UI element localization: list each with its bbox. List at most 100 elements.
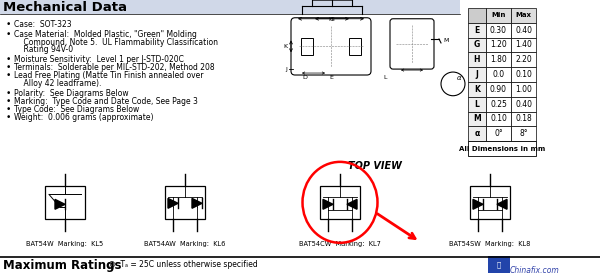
Bar xyxy=(468,112,486,126)
Text: 迅: 迅 xyxy=(497,261,501,268)
Text: Max: Max xyxy=(515,12,532,18)
Polygon shape xyxy=(192,198,202,208)
Text: Maximum Ratings: Maximum Ratings xyxy=(3,259,121,271)
Text: Compound, Note 5.  UL Flammability Classification: Compound, Note 5. UL Flammability Classi… xyxy=(14,37,218,47)
Bar xyxy=(486,97,511,112)
Text: α: α xyxy=(475,129,479,138)
Circle shape xyxy=(441,72,465,96)
Bar xyxy=(165,186,205,219)
Text: K: K xyxy=(474,85,480,94)
Text: BAT54SW  Marking:  KL8: BAT54SW Marking: KL8 xyxy=(449,241,530,247)
Text: •: • xyxy=(6,71,11,80)
Bar xyxy=(486,126,511,141)
Bar xyxy=(320,186,360,219)
Bar xyxy=(511,52,536,67)
Bar xyxy=(468,141,536,156)
Text: Case:  SOT-323: Case: SOT-323 xyxy=(14,20,71,29)
Bar xyxy=(511,23,536,37)
Bar xyxy=(488,256,510,273)
Text: 0.25: 0.25 xyxy=(490,100,507,109)
Text: 0.40: 0.40 xyxy=(515,25,532,35)
Text: M: M xyxy=(473,114,481,124)
Bar xyxy=(468,37,486,52)
Bar xyxy=(486,52,511,67)
Text: @  Tₐ = 25C unless otherwise specified: @ Tₐ = 25C unless otherwise specified xyxy=(108,260,258,269)
Text: Min: Min xyxy=(491,12,506,18)
Text: Moisture Sensitivity:  Level 1 per J-STD-020C: Moisture Sensitivity: Level 1 per J-STD-… xyxy=(14,55,184,64)
Bar xyxy=(468,8,486,23)
Text: •: • xyxy=(6,55,11,64)
Text: 0.18: 0.18 xyxy=(515,114,532,124)
Bar xyxy=(511,126,536,141)
Bar xyxy=(511,97,536,112)
Text: Case Material:  Molded Plastic, "Green" Molding: Case Material: Molded Plastic, "Green" M… xyxy=(14,30,197,39)
Text: J: J xyxy=(476,70,478,79)
Text: BAT54AW  Marking:  KL6: BAT54AW Marking: KL6 xyxy=(145,241,226,247)
Text: •: • xyxy=(6,89,11,98)
Bar xyxy=(511,37,536,52)
Text: •: • xyxy=(6,30,11,39)
Text: 0.40: 0.40 xyxy=(515,100,532,109)
Text: 2.20: 2.20 xyxy=(515,55,532,64)
Text: D: D xyxy=(302,75,307,80)
Text: α: α xyxy=(457,75,461,81)
Bar xyxy=(486,112,511,126)
Bar xyxy=(301,37,313,55)
Polygon shape xyxy=(473,199,483,209)
Bar xyxy=(511,67,536,82)
Text: Polarity:  See Diagrams Below: Polarity: See Diagrams Below xyxy=(14,89,128,98)
Text: 0.90: 0.90 xyxy=(490,85,507,94)
Polygon shape xyxy=(497,199,507,209)
Bar xyxy=(468,126,486,141)
Bar xyxy=(486,8,511,23)
Text: Marking:  Type Code and Date Code, See Page 3: Marking: Type Code and Date Code, See Pa… xyxy=(14,97,198,106)
Bar xyxy=(486,23,511,37)
Text: Terminals:  Solderable per MIL-STD-202, Method 208: Terminals: Solderable per MIL-STD-202, M… xyxy=(14,63,215,72)
Polygon shape xyxy=(347,199,357,209)
Text: L: L xyxy=(383,75,387,80)
Text: 0.10: 0.10 xyxy=(515,70,532,79)
Text: Chinafix.com: Chinafix.com xyxy=(510,266,560,276)
Bar xyxy=(468,82,486,97)
Text: 1.40: 1.40 xyxy=(515,40,532,49)
Bar xyxy=(511,8,536,23)
Text: Lead Free Plating (Matte Tin Finish annealed over: Lead Free Plating (Matte Tin Finish anne… xyxy=(14,71,203,80)
Text: H: H xyxy=(329,17,334,22)
Bar xyxy=(468,23,486,37)
Text: BAT54CW  Marking:  KL7: BAT54CW Marking: KL7 xyxy=(299,241,381,247)
Text: 0.0: 0.0 xyxy=(493,70,505,79)
Polygon shape xyxy=(168,198,178,208)
Text: K: K xyxy=(283,44,287,49)
Text: Mechanical Data: Mechanical Data xyxy=(3,1,127,14)
Bar xyxy=(468,52,486,67)
Text: L: L xyxy=(475,100,479,109)
Text: BAT54W  Marking:  KL5: BAT54W Marking: KL5 xyxy=(26,241,104,247)
Text: M: M xyxy=(443,39,448,43)
Polygon shape xyxy=(323,199,333,209)
Text: E: E xyxy=(329,75,333,80)
Polygon shape xyxy=(55,199,65,209)
Bar xyxy=(468,97,486,112)
Bar xyxy=(486,82,511,97)
Text: •: • xyxy=(6,97,11,106)
Text: TOP VIEW: TOP VIEW xyxy=(348,161,402,171)
Text: Alloy 42 leadframe).: Alloy 42 leadframe). xyxy=(14,79,101,88)
Text: G: G xyxy=(329,17,334,22)
Bar xyxy=(486,67,511,82)
Text: •: • xyxy=(6,20,11,29)
Bar xyxy=(0,0,460,14)
Text: Rating 94V-0: Rating 94V-0 xyxy=(14,45,73,54)
Text: H: H xyxy=(474,55,480,64)
Bar xyxy=(45,186,85,219)
Text: 1.20: 1.20 xyxy=(490,40,507,49)
Text: E: E xyxy=(475,25,479,35)
Bar xyxy=(468,67,486,82)
Text: All Dimensions in mm: All Dimensions in mm xyxy=(459,145,545,152)
Bar xyxy=(486,37,511,52)
Text: •: • xyxy=(6,63,11,72)
Text: 1.80: 1.80 xyxy=(490,55,507,64)
Bar xyxy=(511,82,536,97)
Text: 0.10: 0.10 xyxy=(490,114,507,124)
Text: 1.00: 1.00 xyxy=(515,85,532,94)
FancyBboxPatch shape xyxy=(390,19,434,69)
